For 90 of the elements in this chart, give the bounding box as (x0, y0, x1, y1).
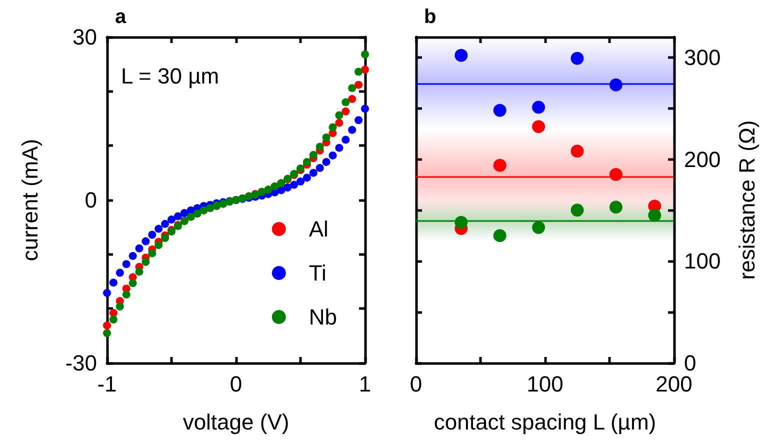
point (361, 104, 369, 113)
point (109, 278, 118, 287)
point (493, 158, 506, 172)
point (328, 151, 337, 160)
point (354, 80, 363, 89)
point (342, 107, 350, 116)
point (302, 158, 311, 166)
point (122, 290, 130, 299)
x-tick-label: -1 (97, 372, 117, 396)
point (135, 244, 144, 252)
point (128, 279, 137, 288)
point (609, 78, 622, 92)
point (348, 126, 356, 134)
x-axis-title: voltage (V) (182, 410, 290, 434)
y-axis-title: current (mA) (18, 138, 42, 262)
x-axis-title: contact spacing L (µm) (434, 410, 656, 434)
point (354, 68, 363, 76)
x-tick-label: 0 (230, 372, 242, 396)
point (648, 208, 662, 222)
point (335, 118, 344, 127)
point (309, 150, 318, 159)
point (148, 249, 156, 258)
point (206, 204, 214, 212)
point (142, 258, 150, 266)
legend-label: Nb (308, 304, 337, 330)
point (103, 322, 111, 330)
point (161, 220, 170, 228)
y2-tick-label: 300 (684, 44, 721, 70)
point (154, 224, 163, 233)
x-tick-label: 0 (410, 372, 422, 396)
point (454, 216, 468, 229)
point (609, 168, 622, 182)
point (454, 48, 468, 62)
point (342, 98, 350, 106)
point (532, 100, 546, 114)
point (322, 134, 330, 142)
point (570, 204, 584, 217)
point (116, 268, 124, 277)
x-tick-label: 1 (358, 372, 372, 396)
point (322, 158, 330, 166)
point (361, 66, 369, 74)
point (142, 237, 150, 246)
point (302, 174, 311, 182)
point (103, 329, 111, 338)
point (361, 50, 369, 58)
point (284, 184, 292, 192)
point (148, 230, 156, 239)
point (354, 116, 363, 124)
point (570, 144, 584, 158)
point (609, 200, 622, 214)
chart-title: b (424, 6, 436, 28)
y2-axis-title: resistance R (Ω) (734, 120, 760, 280)
point (135, 268, 144, 276)
point (296, 178, 304, 186)
y2-tick-label: 100 (684, 248, 721, 274)
point (180, 209, 188, 218)
x-tick-label: 100 (526, 372, 564, 396)
point (335, 111, 344, 120)
y-tick-label: 0 (84, 188, 97, 212)
point (532, 120, 546, 134)
y-tick-label: -30 (65, 350, 97, 376)
y-tick-label: 30 (72, 24, 97, 50)
point (493, 104, 506, 117)
point (570, 52, 584, 65)
point (342, 136, 350, 144)
point (122, 260, 130, 268)
point (103, 288, 111, 297)
point (174, 212, 182, 220)
point (316, 164, 324, 172)
chart-title: a (115, 6, 127, 28)
point (290, 180, 298, 189)
annotation: L = 30 µm (121, 64, 220, 88)
point (168, 216, 176, 224)
point (316, 142, 324, 151)
legend-label: Al (308, 216, 328, 242)
point (309, 168, 318, 177)
point (109, 316, 118, 324)
point (154, 241, 163, 250)
point (335, 144, 344, 152)
point (348, 84, 356, 92)
point (493, 229, 506, 242)
point (109, 309, 118, 318)
point (128, 252, 137, 260)
point (116, 302, 124, 310)
point (328, 123, 337, 132)
y2-tick-label: 200 (684, 146, 721, 172)
point (532, 221, 546, 234)
point (161, 234, 170, 242)
legend-label: Ti (308, 260, 326, 286)
point (348, 94, 356, 103)
